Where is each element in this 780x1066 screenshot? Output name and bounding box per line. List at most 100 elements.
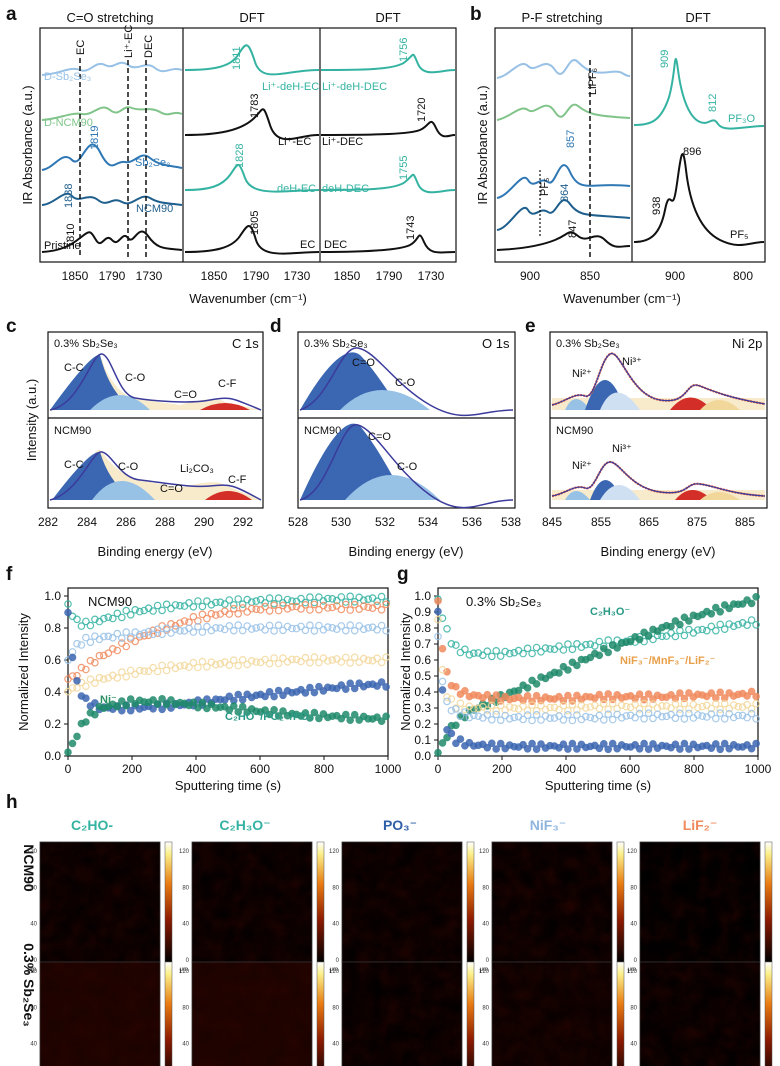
point-nif [95, 673, 104, 682]
dft-deh-dec [320, 173, 456, 194]
point-cho [532, 643, 541, 652]
point-ni [438, 739, 447, 747]
point-mnf [608, 699, 617, 708]
point-nif [537, 716, 545, 724]
point-po [162, 624, 171, 633]
point-nif [743, 713, 751, 722]
point-lif [461, 686, 469, 695]
point-ni [153, 700, 162, 708]
point-nif [323, 657, 332, 665]
point-cho [461, 645, 469, 654]
point-lif [532, 691, 541, 700]
point-cho [283, 604, 292, 613]
point-po [171, 625, 180, 634]
peak-1783: 1783 [249, 94, 261, 118]
point-po [306, 621, 314, 630]
point-nif [523, 711, 532, 719]
heatmap-highlights [492, 962, 612, 1066]
point-ni [716, 607, 725, 616]
point-cho [100, 651, 108, 660]
point-po [487, 739, 496, 748]
point-nif [355, 658, 364, 667]
panel-b-tick: 850 [580, 269, 600, 283]
point-ni [752, 592, 760, 601]
point-cho [373, 601, 381, 610]
point-ni [747, 599, 756, 608]
point-lif [523, 691, 532, 700]
point-cho [720, 625, 729, 634]
panel-d-letter: d [270, 316, 282, 337]
point-ni [573, 661, 581, 670]
point-cho [171, 601, 180, 609]
point-cho [288, 597, 296, 605]
y-tick-label: 0.1 [414, 733, 431, 747]
point-cho [337, 605, 346, 614]
point-mnf [702, 701, 711, 710]
point-nif [265, 659, 274, 668]
point-cho [86, 656, 95, 665]
point-mnf [734, 702, 743, 711]
spectrum-ncm90 [41, 192, 183, 206]
point-po [373, 625, 381, 634]
point-po [288, 624, 296, 633]
point-ni [626, 637, 635, 646]
point-po [82, 694, 90, 703]
point-cho [153, 629, 162, 638]
point-po [126, 706, 135, 715]
label-dec-dft: DEC [324, 239, 347, 251]
point-po [364, 623, 373, 632]
panel-d-peak-co-top [340, 390, 430, 410]
point-ni [113, 702, 122, 711]
panel-g-title: 0.3% Sb₂Se₃ [466, 594, 541, 609]
point-po [350, 684, 359, 693]
point-cho [140, 606, 149, 615]
panel-a-tick: 1850 [201, 269, 228, 283]
heatmap-y-tick: 80 [182, 1005, 189, 1011]
heatmap-y-tick: 0 [34, 958, 38, 964]
x-tick-label: 0 [435, 762, 442, 776]
point-mnf [617, 701, 626, 710]
point-po [64, 608, 72, 617]
point-cho [100, 614, 108, 623]
point-cho [368, 594, 377, 602]
point-nif [162, 666, 171, 675]
point-mnf [662, 702, 671, 710]
point-nif [212, 660, 220, 669]
y-tick-label: 0.2 [414, 717, 431, 731]
panel-d-frame [297, 331, 516, 509]
point-cho [91, 658, 99, 667]
panel-g-ticks: 0 200 400 600 800 1000 0.0 0.1 0.2 0.3 0.4 0.5 0.6 0.… [414, 589, 771, 776]
point-po [149, 704, 157, 713]
point-po [747, 744, 756, 753]
heatmap-highlights [640, 962, 760, 1066]
point-nif [310, 653, 319, 661]
point-cho [350, 600, 359, 609]
x-tick-label: 800 [684, 762, 704, 776]
label-pristine: Pristine [44, 240, 81, 252]
panel-g: g Normalized Intensity Sputtering time (… [397, 564, 772, 793]
point-ni [198, 698, 207, 707]
point-nif [225, 661, 234, 670]
peak-1811: 1811 [231, 46, 243, 70]
heatmap-1-2: 0040408080120120μm [179, 841, 325, 973]
point-ni [301, 709, 310, 717]
heatmap-y-tick: 80 [30, 1005, 37, 1011]
heatmap-1-4: 0040408080120120μm [479, 841, 625, 973]
point-po [685, 745, 693, 753]
point-cho [355, 605, 364, 614]
point-lif [438, 644, 447, 653]
point-cho [438, 614, 447, 623]
point-mnf [559, 701, 568, 710]
point-po [483, 743, 492, 752]
panel-e-label-ni3-bottom: Ni³⁺ [612, 443, 632, 455]
point-ni [230, 702, 238, 710]
point-po [649, 740, 657, 748]
point-cho [243, 608, 252, 616]
point-nif [230, 656, 238, 665]
point-ni [523, 684, 532, 692]
heatmap-highlights [192, 842, 312, 962]
panel-a-title-dft2: DFT [375, 10, 400, 25]
point-cho [301, 598, 310, 607]
y-tick-label: 0.5 [414, 669, 431, 683]
point-ni [685, 617, 693, 625]
